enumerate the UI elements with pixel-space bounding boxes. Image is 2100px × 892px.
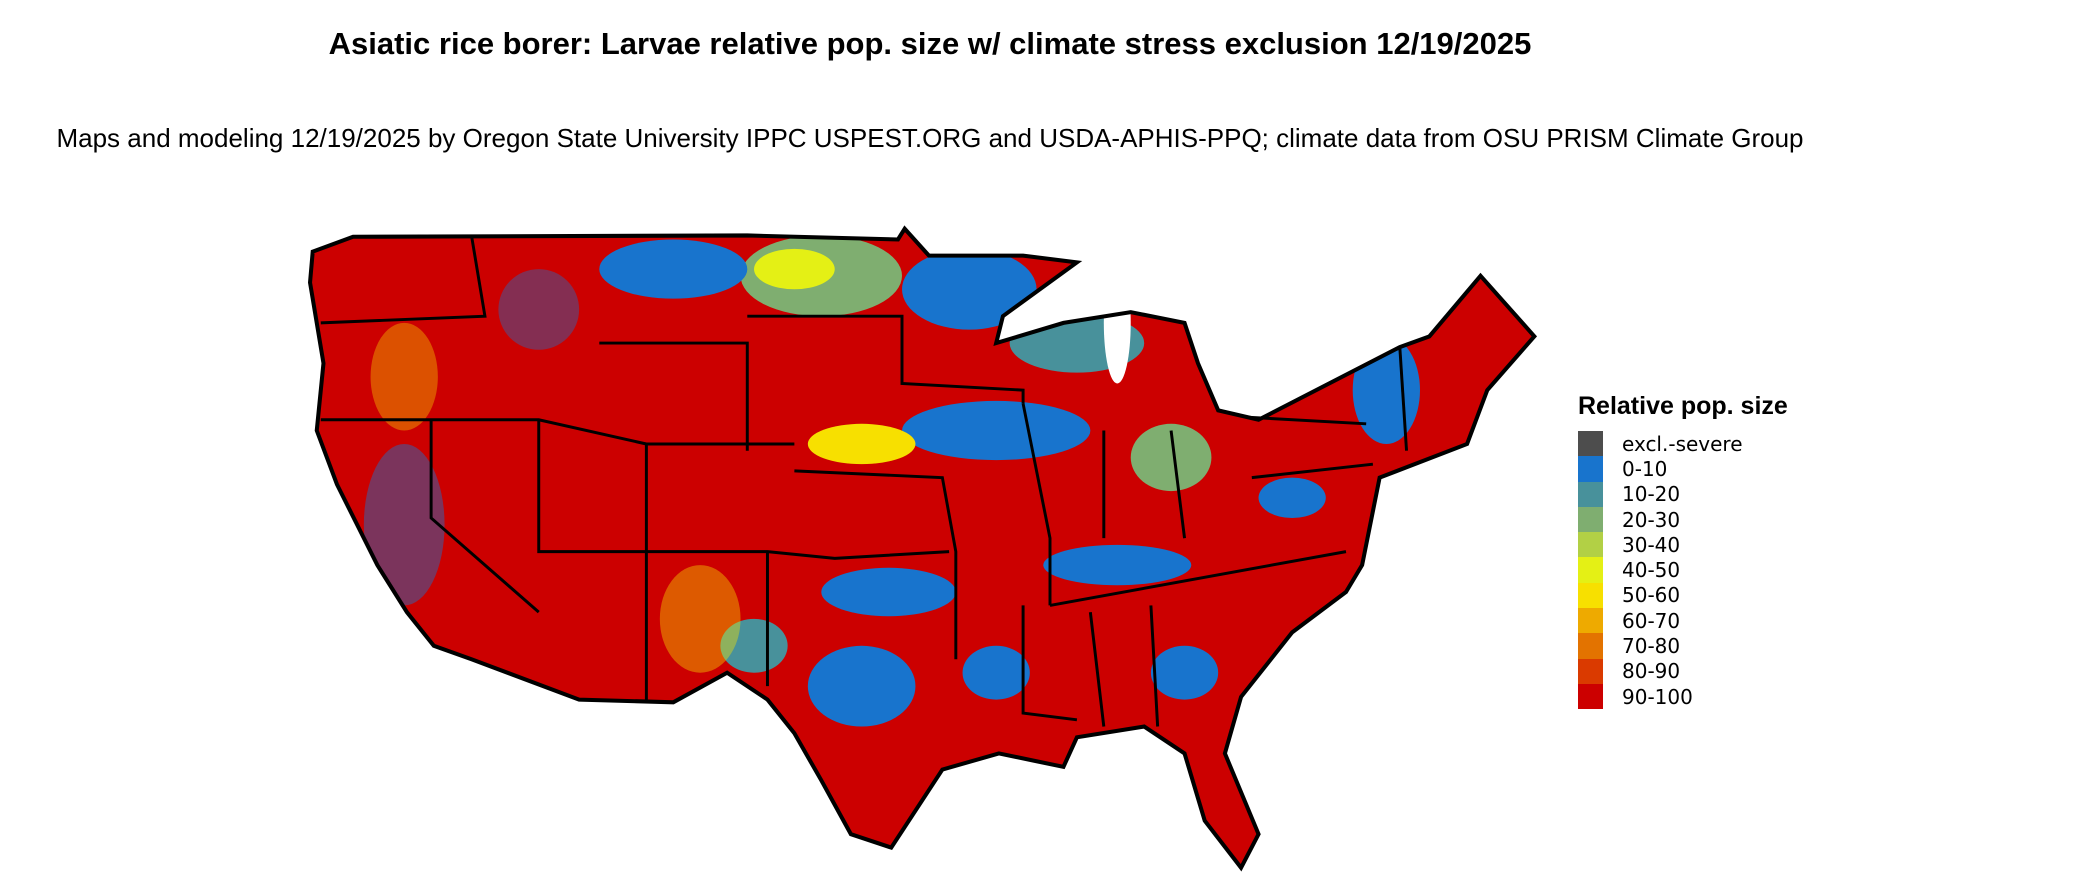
legend-swatch (1578, 683, 1603, 710)
legend-swatch (1578, 506, 1603, 533)
legend-item: 20-30 (1578, 506, 1788, 533)
legend-swatch (1578, 582, 1603, 609)
legend-label: 80-90 (1622, 659, 1681, 684)
legend-label: 10-20 (1622, 482, 1681, 507)
legend-item: 40-50 (1578, 557, 1788, 583)
legend-item: 90-100 (1578, 683, 1788, 710)
legend-swatch (1578, 431, 1603, 457)
legend-label: 20-30 (1622, 507, 1681, 532)
legend-label: 50-60 (1622, 583, 1681, 608)
legend-label: 70-80 (1622, 634, 1681, 659)
map-title: Asiatic rice borer: Larvae relative pop.… (328, 26, 1532, 61)
legend-item: 0-10 (1578, 456, 1788, 482)
legend-item: excl.-severe (1578, 431, 1788, 457)
legend-label: 30-40 (1622, 532, 1681, 557)
legend: Relative pop. size excl.-severe 0-10 10-20… (1578, 392, 1788, 710)
legend-swatch (1578, 633, 1603, 659)
legend-item: 80-90 (1578, 658, 1788, 684)
legend-swatch (1578, 608, 1603, 634)
legend-item: 70-80 (1578, 633, 1788, 659)
legend-title: Relative pop. size (1578, 392, 1788, 420)
legend-item: 50-60 (1578, 582, 1788, 609)
legend-label: 40-50 (1622, 558, 1681, 583)
state-borders (320, 235, 1409, 727)
map-subtitle: Maps and modeling 12/19/2025 by Oregon S… (56, 123, 1804, 153)
legend-label: 0-10 (1622, 456, 1668, 481)
legend-swatch (1578, 658, 1603, 684)
legend-swatch (1578, 557, 1603, 583)
legend-item: 60-70 (1578, 608, 1788, 634)
legend-item: 10-20 (1578, 481, 1788, 507)
legend-label: 60-70 (1622, 608, 1681, 633)
legend-label: excl.-severe (1622, 431, 1743, 456)
legend-item: 30-40 (1578, 532, 1788, 558)
low-pop-patches (363, 235, 1420, 727)
legend-label: 90-100 (1622, 684, 1693, 709)
legend-swatch (1578, 532, 1603, 558)
legend-swatch (1578, 481, 1603, 507)
legend-swatch (1578, 456, 1603, 482)
